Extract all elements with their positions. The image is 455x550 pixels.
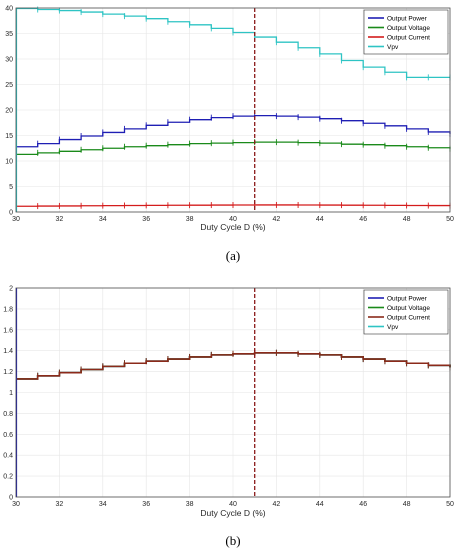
chart-a-x-axis-label: Duty Cycle D (%) — [200, 222, 265, 232]
chart-b-y-tick-label: 1.6 — [3, 327, 13, 334]
chart-b-x-axis-label: Duty Cycle D (%) — [200, 508, 265, 518]
chart-b-x-tick-label: 48 — [403, 501, 411, 508]
chart-b-legend-entry: Vpv — [387, 324, 399, 331]
chart-a-panel: 30 32 34 36 38 40 42 44 46 48 500510152025303540Du… — [5, 6, 454, 264]
chart-b-axes-box — [15, 287, 451, 498]
chart-a-legend-entry: Output Power — [387, 15, 428, 22]
chart-a-legend-entry: Output Current — [387, 34, 430, 41]
chart-a-x-tick-label: 30 — [12, 216, 20, 223]
chart-b-panel: 30 32 34 36 38 40 42 44 46 48 50 0 0.2 0.4 0.6 0.8 1 1.2 1… — [3, 286, 454, 549]
chart-b-y-tick-label: 1.8 — [3, 306, 13, 313]
chart-b-x-tick-label: 50 — [446, 501, 454, 508]
chart-b-y-tick-label: 0.6 — [3, 432, 13, 439]
chart-a-y-tick-label: 15 — [5, 133, 13, 140]
chart-a-y-tick-label: 35 — [5, 31, 13, 38]
chart-b-legend-entry: Output Power — [387, 295, 428, 302]
chart-b-x-tick-label: 46 — [359, 501, 367, 508]
chart-a-y-tick-label: 30 — [5, 57, 13, 64]
chart-b-y-tick-label: 1 — [9, 390, 13, 397]
chart-b-y-tick-label: 1.4 — [3, 348, 13, 355]
chart-b-y-tick-label: 0.4 — [3, 453, 13, 460]
chart-a-legend-entry: Vpv — [387, 44, 399, 51]
chart-a-x-tick-label: 48 — [403, 216, 411, 223]
chart-b-y-tick-label: 2 — [9, 286, 13, 293]
chart-a-y-tick-label: 20 — [5, 108, 13, 115]
chart-a-caption: (a) — [226, 248, 240, 263]
chart-a-x-tick-label: 34 — [99, 216, 107, 223]
chart-a-x-tick-label: 40 — [229, 216, 237, 223]
chart-a-axes-box — [15, 7, 451, 213]
chart-a-legend-entry: Output Voltage — [387, 25, 430, 32]
chart-b-legend-entry: Output Voltage — [387, 305, 430, 312]
chart-b-x-tick-label: 34 — [99, 501, 107, 508]
chart-b-x-tick-label: 32 — [56, 501, 64, 508]
chart-b-x-tick-label: 38 — [186, 501, 194, 508]
chart-b-y-tick-label: 0.8 — [3, 411, 13, 418]
chart-b-y-tick-label: 1.2 — [3, 369, 13, 376]
chart-a-x-tick-label: 50 — [446, 216, 454, 223]
chart-a-y-tick-label: 10 — [5, 159, 13, 166]
chart-a-y-tick-label: 5 — [9, 184, 13, 191]
chart-b-legend-entry: Output Current — [387, 314, 430, 321]
chart-a-y-tick-label: 25 — [5, 82, 13, 89]
chart-b-legend: Output Power Output Voltage Output Current… — [363, 289, 449, 335]
chart-a-x-tick-label: 42 — [273, 216, 281, 223]
chart-b-x-tick-label: 42 — [273, 501, 281, 508]
chart-a-legend: Output Power Output Voltage Output Current… — [363, 9, 449, 55]
chart-b-y-tick-label: 0 — [9, 495, 13, 502]
chart-a-x-tick-label: 46 — [359, 216, 367, 223]
chart-b-x-tick-label: 44 — [316, 501, 324, 508]
chart-b-x-tick-label: 30 — [12, 501, 20, 508]
chart-a-x-tick-label: 44 — [316, 216, 324, 223]
chart-a-x-tick-label: 38 — [186, 216, 194, 223]
chart-a-y-tick-label: 0 — [9, 210, 13, 217]
chart-a-x-tick-label: 36 — [142, 216, 150, 223]
chart-b-y-tick-label: 0.2 — [3, 474, 13, 481]
chart-b-x-tick-label: 36 — [142, 501, 150, 508]
chart-b-caption: (b) — [225, 533, 240, 548]
chart-a-y-tick-label: 40 — [5, 6, 13, 13]
chart-a-x-tick-label: 32 — [56, 216, 64, 223]
chart-b-x-tick-label: 40 — [229, 501, 237, 508]
